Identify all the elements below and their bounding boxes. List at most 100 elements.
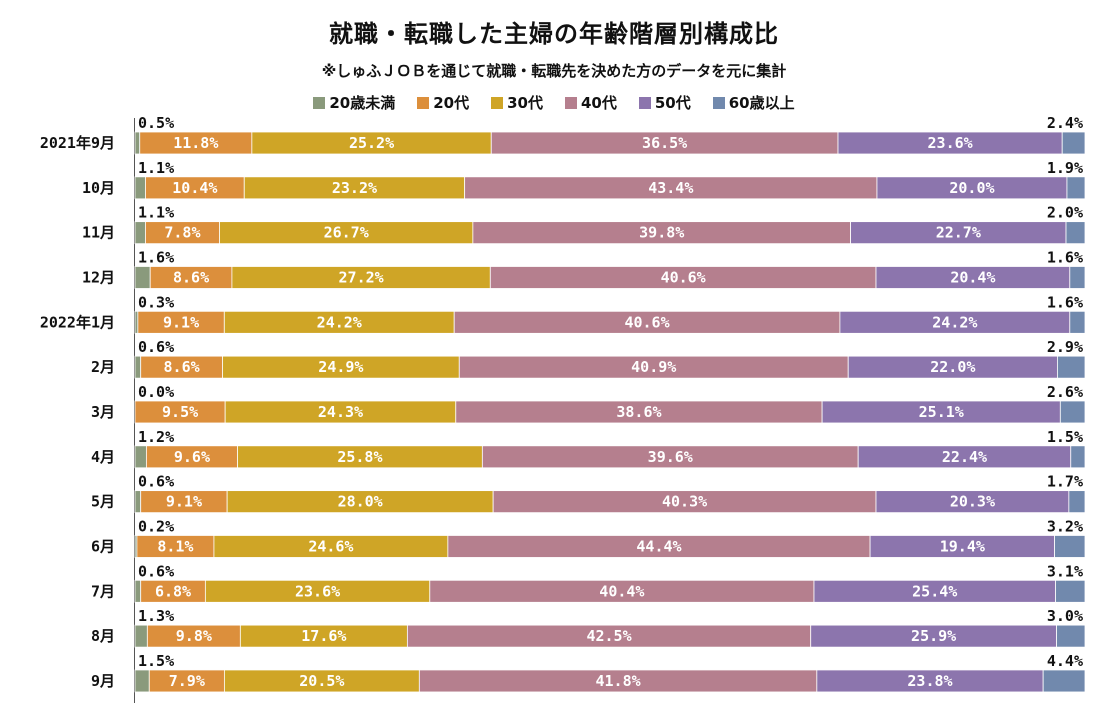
bar-segment [1066, 176, 1086, 200]
data-label: 1.5% [1047, 428, 1083, 446]
category-label: 2021年9月 [40, 134, 115, 152]
bar-segment [1065, 221, 1086, 245]
data-label: 41.8% [596, 672, 641, 690]
data-label: 40.6% [624, 313, 669, 331]
data-label: 2.0% [1047, 204, 1083, 222]
data-label: 23.2% [332, 179, 377, 197]
data-label: 20.0% [949, 179, 994, 197]
data-label: 7.9% [169, 672, 205, 690]
data-label: 38.6% [616, 403, 661, 421]
legend-label: 30代 [507, 94, 543, 112]
data-label: 20.5% [299, 672, 344, 690]
bar-segment [1068, 490, 1086, 514]
data-label: 0.6% [138, 562, 174, 580]
legend-swatch [712, 96, 725, 109]
data-label: 28.0% [338, 493, 383, 511]
bar-segment [134, 221, 146, 245]
legend-item: 20歳未満 [313, 92, 395, 113]
data-label: 40.6% [661, 268, 706, 286]
data-label: 9.1% [166, 493, 202, 511]
bar-segment [134, 355, 142, 379]
bar-segment [134, 669, 150, 693]
data-label: 1.6% [1047, 293, 1083, 311]
category-label: 2022年1月 [40, 313, 115, 331]
data-label: 1.5% [138, 652, 174, 670]
data-label: 0.2% [138, 517, 174, 535]
data-label: 25.8% [337, 448, 382, 466]
data-label: 0.5% [138, 114, 174, 132]
legend-item: 60歳以上 [712, 92, 795, 113]
legend-swatch [313, 96, 326, 109]
legend-swatch [638, 96, 651, 109]
category-label: 6月 [91, 537, 115, 555]
category-label: 3月 [91, 403, 115, 421]
data-label: 11.8% [173, 134, 218, 152]
data-label: 27.2% [339, 268, 384, 286]
data-label: 9.5% [162, 403, 198, 421]
legend: 20歳未満 20代 30代 40代 50代 60歳以上 [0, 92, 1108, 113]
data-label: 39.6% [648, 448, 693, 466]
bar-segment [1054, 535, 1086, 558]
data-label: 20.4% [950, 268, 995, 286]
data-label: 24.6% [308, 537, 353, 555]
data-label: 1.2% [138, 428, 174, 446]
data-label: 10.4% [172, 179, 217, 197]
category-label: 10月 [82, 179, 115, 197]
data-label: 2.9% [1047, 338, 1083, 356]
bar-segment [1056, 624, 1086, 648]
bar-segment [1057, 355, 1086, 379]
data-label: 8.1% [157, 537, 193, 555]
data-label: 25.2% [349, 134, 394, 152]
category-label: 11月 [82, 224, 115, 242]
data-label: 40.9% [631, 358, 676, 376]
data-label: 24.2% [317, 313, 362, 331]
legend-swatch [565, 96, 577, 109]
data-label: 9.1% [163, 313, 199, 331]
data-label: 23.8% [907, 672, 952, 690]
chart-title: 就職・転職した主婦の年齢階層別構成比 [329, 20, 779, 48]
data-label: 6.8% [155, 582, 191, 600]
data-label: 42.5% [586, 627, 631, 645]
chart-subtitle: ※しゅふＪＯＢを通じて就職・転職先を決めた方のデータを元に集計 [321, 62, 787, 80]
category-label: 5月 [91, 493, 115, 511]
data-label: 0.6% [138, 338, 174, 356]
data-label: 19.4% [940, 537, 985, 555]
legend-swatch [417, 96, 430, 109]
data-label: 22.7% [936, 224, 981, 242]
legend-item: 40代 [565, 92, 617, 113]
legend-label: 60歳以上 [728, 94, 795, 112]
legend-label: 40代 [581, 94, 617, 112]
data-label: 25.4% [912, 582, 957, 600]
data-label: 23.6% [295, 582, 340, 600]
bar-segment [134, 266, 151, 289]
data-label: 25.1% [919, 403, 964, 421]
data-label: 1.1% [138, 159, 174, 177]
legend-swatch [491, 96, 504, 109]
data-label: 24.2% [932, 313, 977, 331]
legend-item: 50代 [638, 92, 691, 113]
data-label: 20.3% [950, 493, 995, 511]
data-label: 7.8% [164, 224, 200, 242]
data-label: 1.1% [138, 204, 174, 222]
data-label: 22.0% [930, 358, 975, 376]
bar-segment [1069, 310, 1086, 334]
data-label: 25.9% [911, 627, 956, 645]
data-label: 1.6% [138, 248, 174, 266]
data-label: 1.6% [1047, 248, 1083, 266]
legend-label: 20歳未満 [329, 94, 396, 112]
data-label: 1.3% [138, 607, 174, 625]
data-label: 17.6% [301, 627, 346, 645]
data-label: 39.8% [639, 224, 684, 242]
data-label: 40.4% [599, 582, 644, 600]
data-label: 2.4% [1047, 114, 1083, 132]
bar-segment [1055, 579, 1086, 603]
data-label: 8.6% [173, 268, 209, 286]
bar-segment [134, 131, 141, 155]
data-label: 0.6% [138, 473, 174, 491]
data-label: 3.2% [1047, 517, 1083, 535]
data-label: 8.6% [164, 358, 200, 376]
data-label: 1.9% [1047, 159, 1083, 177]
bar-segment [134, 310, 139, 334]
data-label: 43.4% [648, 179, 693, 197]
